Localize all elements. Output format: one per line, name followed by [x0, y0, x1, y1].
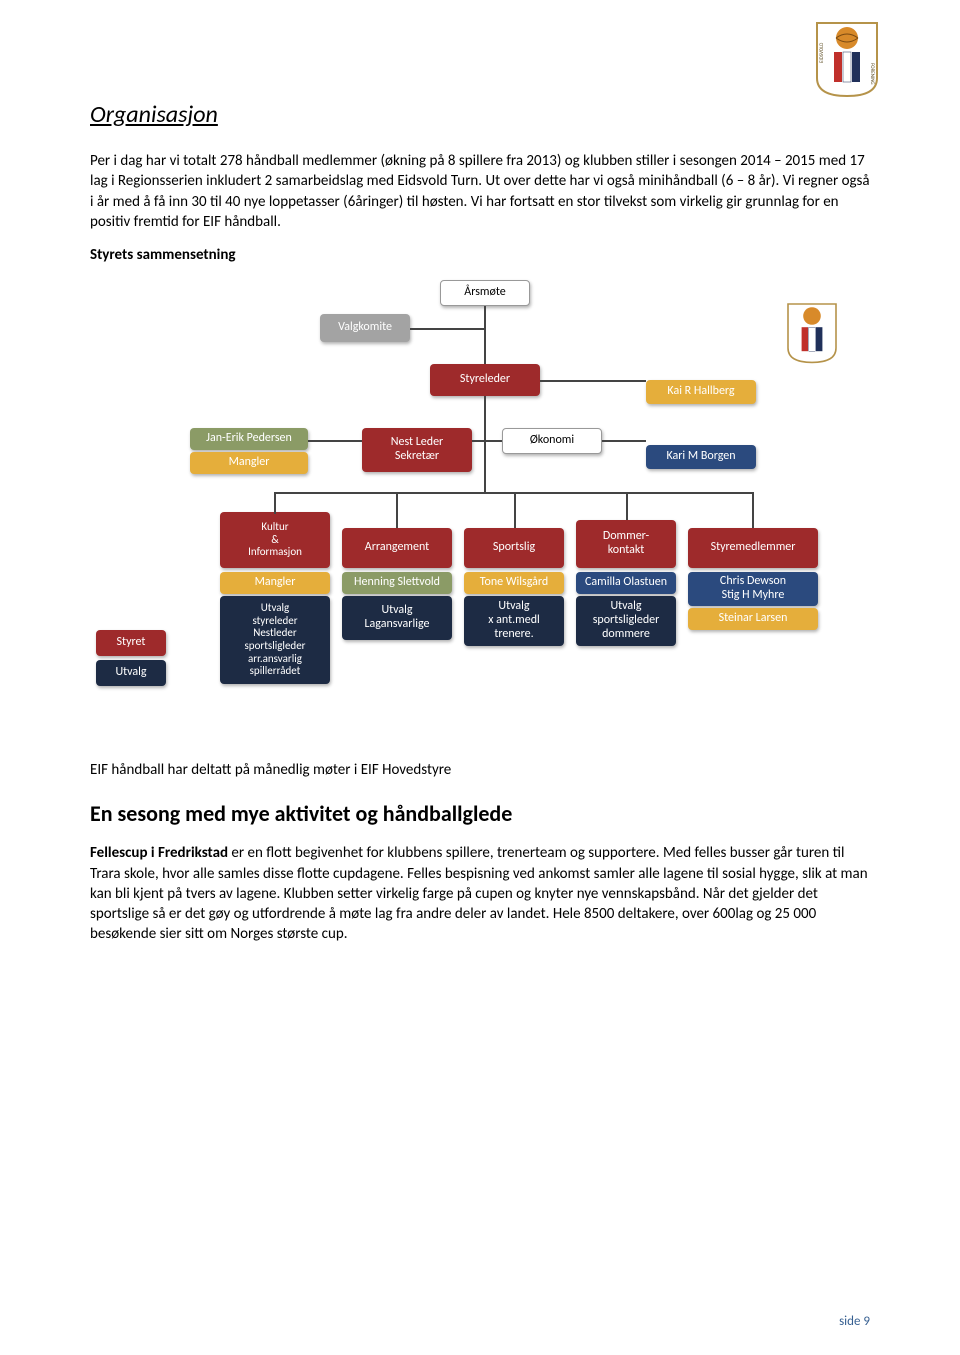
org-box-sportslig: Sportslig: [464, 528, 564, 568]
eif-logo: EIDSVOLD FORENING: [812, 18, 882, 98]
svg-text:FORENING: FORENING: [869, 63, 875, 85]
org-box-kai: Kai R Hallberg: [646, 380, 756, 404]
org-connector: [396, 492, 398, 528]
intro-paragraph: Per i dag har vi totalt 278 håndball med…: [90, 151, 870, 232]
section2-title: En sesong med mye aktivitet og håndballg…: [90, 800, 870, 827]
org-connector: [472, 440, 502, 442]
page-title: Organisasjon: [90, 100, 870, 129]
org-connector: [274, 492, 276, 514]
org-box-nestleder: Nest LederSekretær: [362, 428, 472, 472]
org-chart: Årsmøte Valgkomite Styreleder Kai R Hallber…: [90, 280, 850, 750]
org-box-utv1: UtvalgstyrelederNestledersportsligledera…: [220, 596, 330, 684]
svg-text:EIDSVOLD: EIDSVOLD: [819, 43, 825, 63]
org-connector: [484, 396, 486, 492]
org-box-styret: Styret: [96, 630, 166, 656]
org-box-tone: Tone Wilsgård: [464, 572, 564, 594]
org-box-henning: Henning Slettvold: [342, 572, 452, 594]
org-box-arsmote: Årsmøte: [440, 280, 530, 306]
org-box-dommer: Dommer-kontakt: [576, 520, 676, 568]
org-box-kultur: Kultur&Informasjon: [220, 512, 330, 568]
org-connector: [540, 380, 646, 382]
org-connector: [484, 306, 486, 364]
section2-body: Fellescup i Fredrikstad er en flott begi…: [90, 843, 870, 944]
org-box-utv4: Utvalgsportsliglederdommere: [576, 596, 676, 646]
page-number: side 9: [839, 1314, 870, 1329]
org-box-mangler2: Mangler: [220, 572, 330, 594]
org-box-steinar: Steinar Larsen: [688, 608, 818, 630]
org-box-jan: Jan-Erik Pedersen: [190, 428, 308, 450]
org-connector: [602, 440, 646, 442]
org-box-okonomi: Økonomi: [502, 428, 602, 454]
org-box-utv2: UtvalgLagansvarlige: [342, 596, 452, 640]
org-box-chris: Chris DewsonStig H Myhre: [688, 572, 818, 606]
org-connector: [626, 492, 628, 520]
org-connector: [308, 440, 362, 442]
org-box-utv3: Utvalgx ant.medltrenere.: [464, 596, 564, 646]
org-connector: [752, 492, 754, 528]
org-box-styreleder: Styreleder: [430, 364, 540, 396]
org-box-mangler1: Mangler: [190, 452, 308, 474]
org-box-utvalg: Utvalg: [96, 660, 166, 686]
org-box-valgkomite: Valgkomite: [320, 314, 410, 342]
styrets-heading: Styrets sammensetning: [90, 246, 870, 264]
org-box-kari: Kari M Borgen: [646, 445, 756, 469]
org-connector: [514, 492, 516, 528]
eif-logo-small: [784, 300, 840, 364]
org-box-styremedl: Styremedlemmer: [688, 528, 818, 568]
chart-footer: EIF håndball har deltatt på månedlig møt…: [90, 760, 870, 780]
org-box-camilla: Camilla Olastuen: [576, 572, 676, 594]
org-connector: [410, 328, 484, 330]
org-box-arrangement: Arrangement: [342, 528, 452, 568]
section2-lead: Fellescup i Fredrikstad: [90, 844, 228, 862]
